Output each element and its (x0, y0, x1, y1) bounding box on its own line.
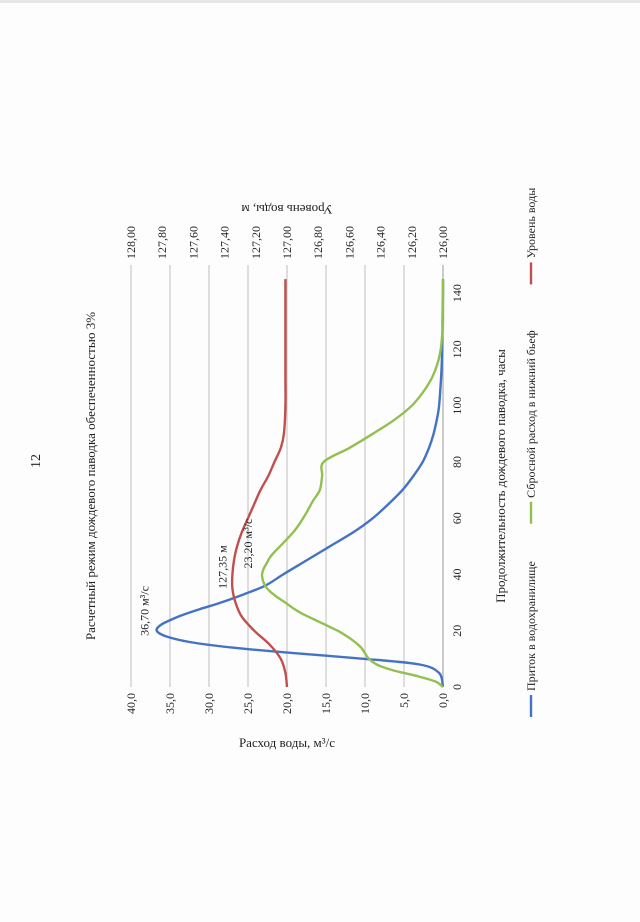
y-left-tick-label: 15,0 (319, 693, 333, 714)
y-right-tick-label: 128,00 (124, 226, 138, 259)
y-left-tick-label: 30,0 (202, 693, 216, 714)
legend-label-3: Уровень воды (524, 188, 538, 259)
legend-label-2: Сбросной расход в нижний бьеф (524, 330, 538, 498)
y-right-tick-label: 127,40 (218, 226, 232, 259)
y-right-tick-label: 127,20 (249, 226, 263, 259)
y-left-tick-label: 25,0 (241, 693, 255, 714)
y-right-tick-label: 126,60 (342, 226, 356, 259)
chart-title: Расчетный режим дождевого паводка обеспе… (83, 312, 98, 640)
x-tick-label: 140 (450, 284, 464, 302)
series-line-2 (260, 279, 445, 688)
y-right-tick-label: 126,00 (436, 226, 450, 259)
x-tick-label: 100 (450, 397, 464, 415)
y-right-axis-label: Уровень воды, м (241, 202, 332, 217)
x-tick-label: 60 (450, 512, 464, 524)
y-left-tick-label: 5,0 (397, 693, 411, 708)
x-axis-label: Продолжительность дождевого паводка, час… (493, 349, 508, 603)
annotation-label: 127,35 м (215, 545, 229, 589)
y-left-axis-label: Расход воды, м³/с (239, 735, 335, 750)
annotation-label: 23,20 м³/с (241, 519, 255, 569)
x-tick-label: 20 (450, 625, 464, 637)
rotated-chart: 0,0 5,0 10,0 15,0 20,0 25,0 30,0 35,0 40,0 126,00… (83, 188, 538, 750)
y-right-tick-label: 127,60 (186, 226, 200, 259)
y-right-tick-label: 127,80 (155, 226, 169, 259)
scan-edge (0, 0, 640, 3)
y-left-tick-label: 35,0 (163, 693, 177, 714)
y-right-tick-label: 126,20 (405, 226, 419, 259)
plot-area: 0,0 5,0 10,0 15,0 20,0 25,0 30,0 35,0 40,0 126,00… (83, 188, 538, 750)
x-tick-label: 40 (450, 568, 464, 580)
x-tick-label: 80 (450, 456, 464, 468)
series-line-1 (155, 279, 445, 688)
legend-label-1: Приток в водохранилище (524, 561, 538, 691)
y-left-tick-label: 20,0 (280, 693, 294, 714)
y-right-tick-label: 126,40 (374, 226, 388, 259)
y-right-tick-label: 127,00 (280, 226, 294, 259)
y-right-tick-label: 126,80 (311, 226, 325, 259)
page-number: 12 (29, 454, 44, 468)
x-tick-label: 120 (450, 340, 464, 358)
y-left-tick-label: 10,0 (358, 693, 372, 714)
y-left-tick-label: 0,0 (436, 693, 450, 708)
y-left-tick-label: 40,0 (124, 693, 138, 714)
annotation-label: 36,70 м³/с (138, 586, 152, 636)
x-tick-label: 0 (450, 684, 464, 690)
series-line-3 (230, 279, 289, 688)
